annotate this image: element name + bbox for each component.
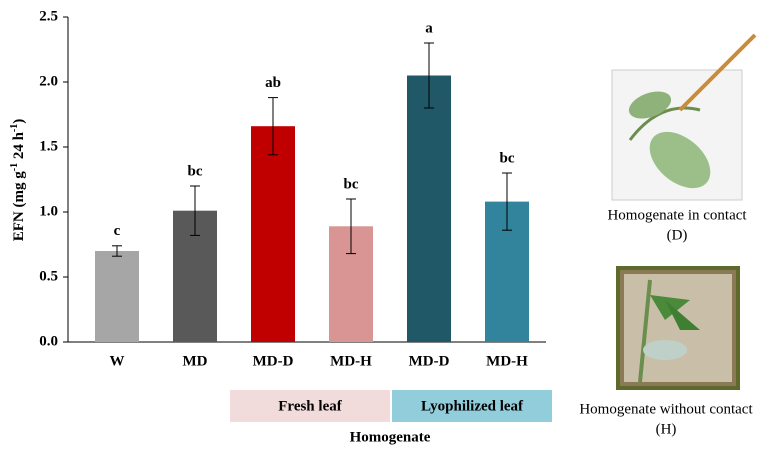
x-tick-label: MD-H [330, 353, 372, 369]
y-tick-label: 2.0 [39, 73, 58, 89]
bar [407, 75, 451, 342]
y-tick-label: 0.5 [39, 268, 58, 284]
image-code: (D) [667, 227, 688, 243]
significance-letter: bc [344, 176, 359, 192]
group-box [392, 390, 552, 422]
x-tick-label: MD-D [409, 353, 450, 369]
image-caption: Homogenate without contact [579, 401, 753, 417]
group-box [230, 390, 390, 422]
significance-letter: ab [265, 75, 281, 91]
y-tick-label: 1.0 [39, 203, 58, 219]
y-tick-label: 0.0 [39, 333, 58, 349]
image-code: (H) [656, 421, 677, 437]
significance-letter: c [114, 223, 121, 239]
photo-contact [611, 33, 757, 201]
group-label: Lyophilized leaf [421, 398, 524, 414]
x-tick-label: MD [183, 353, 208, 369]
y-tick-label: 2.5 [39, 8, 58, 24]
x-tick-label: MD-D [253, 353, 294, 369]
x-tick-label: W [110, 353, 125, 369]
significance-letter: bc [188, 163, 203, 179]
y-tick-label: 1.5 [39, 138, 58, 154]
bar [251, 126, 295, 342]
x-tick-label: MD-H [486, 353, 528, 369]
image-caption: Homogenate in contact [607, 207, 747, 223]
group-label: Fresh leaf [278, 398, 342, 414]
significance-letter: bc [500, 150, 515, 166]
bar [95, 251, 139, 342]
y-axis-label: EFN (mg g-1 24 h-1) [9, 119, 28, 242]
group-title: Homogenate [350, 429, 431, 445]
photo-no-contact [616, 266, 740, 390]
significance-letter: a [425, 20, 433, 36]
